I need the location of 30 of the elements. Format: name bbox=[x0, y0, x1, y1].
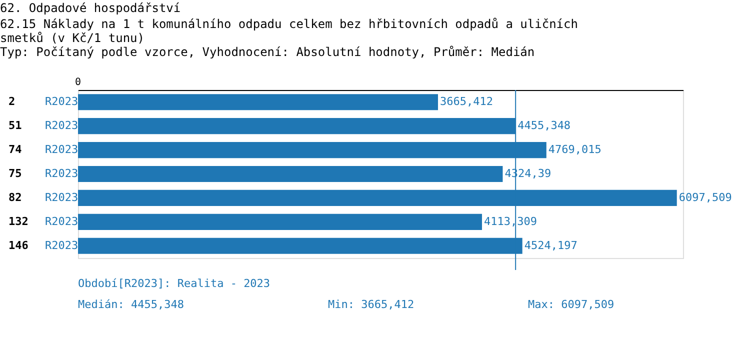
y-tick-label: 146 bbox=[8, 238, 29, 252]
bar bbox=[78, 166, 503, 182]
y-tick-label: 2 bbox=[8, 95, 16, 108]
data-label: 4524,197 bbox=[524, 238, 578, 252]
chart-title: 62. Odpadové hospodářství bbox=[0, 1, 181, 15]
text: Medián: 4455,348 bbox=[78, 298, 184, 311]
data-label: 4455,348 bbox=[518, 119, 571, 132]
y-tick-label: 82 bbox=[8, 190, 22, 204]
text: Min: 3665,412 bbox=[328, 298, 414, 311]
text: Max: 6097,509 bbox=[528, 298, 614, 311]
bar bbox=[78, 94, 438, 110]
text: R2023 bbox=[45, 119, 78, 132]
y-tick-label: 132 bbox=[8, 214, 28, 228]
text: R2023 bbox=[45, 238, 78, 252]
text: R2023 bbox=[45, 167, 78, 180]
text: Období[R2023]: Realita - 2023 bbox=[78, 277, 270, 290]
text: R2023 bbox=[45, 214, 78, 228]
y-tick-label: 74 bbox=[8, 143, 22, 156]
text: 0 bbox=[74, 77, 82, 88]
y-tick-label: 75 bbox=[8, 167, 22, 180]
bar bbox=[78, 214, 482, 230]
chart-subtitle: 62.15 Náklady na 1 t komunálního odpadu celkem bez hřbitovních odpadů a uličních smetků (v Kč/1 tunu) bbox=[0, 17, 578, 45]
text: R2023 bbox=[45, 190, 78, 204]
data-label: 3665,412 bbox=[440, 95, 493, 108]
text: R2023 bbox=[45, 143, 78, 156]
series-label: R2023 bbox=[45, 95, 78, 108]
data-label: 4769,015 bbox=[548, 143, 602, 156]
text: Typ: Počítaný podle vzorce, Vyhodnocení: Absolutní hodnoty, Průměr: Medián bbox=[0, 45, 535, 59]
data-label: 6097,509 bbox=[678, 190, 732, 204]
y-tick-label: 51 bbox=[8, 119, 22, 132]
